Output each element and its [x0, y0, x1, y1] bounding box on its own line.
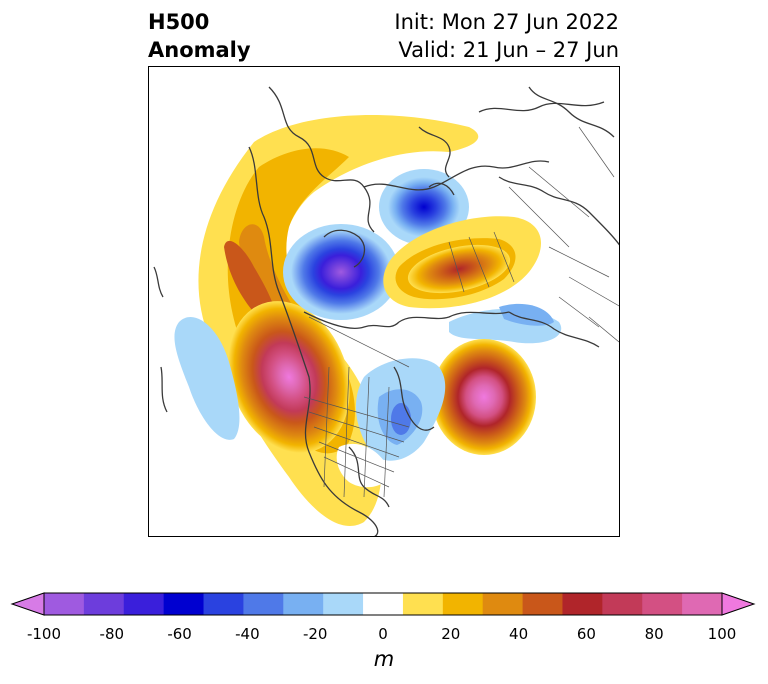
- colorbar-cell: [442, 593, 484, 615]
- coastlines: [153, 86, 619, 536]
- colorbar-tick-label: -80: [99, 625, 125, 643]
- colorbar: [10, 592, 756, 616]
- pacific-weak-low: [174, 316, 240, 440]
- map-dates: Init: Mon 27 Jun 2022 Valid: 21 Jun – 27…: [394, 8, 619, 64]
- colorbar-tick-label: 20: [441, 625, 461, 643]
- colorbar-tick-label: -100: [26, 625, 62, 643]
- colorbar-cell: [402, 593, 444, 615]
- political-borders: [303, 126, 619, 498]
- colorbar-tick-label: 60: [576, 625, 596, 643]
- colorbar-cell: [44, 593, 85, 615]
- colorbar-tick-label: -40: [235, 625, 260, 643]
- colorbar-extend-min: [10, 592, 45, 616]
- valid-range: Valid: 21 Jun – 27 Jun: [398, 38, 619, 62]
- atlantic-high: [432, 339, 536, 455]
- colorbar-cell: [203, 593, 244, 615]
- colorbar-cell: [323, 593, 364, 615]
- colorbar-tick-label: -60: [167, 625, 192, 643]
- eastern-us-low-center: [391, 403, 411, 435]
- colorbar-tick-label: 80: [644, 625, 664, 643]
- colorbar-cell: [602, 593, 643, 615]
- eurasia-high-core: [407, 244, 511, 294]
- north-atlantic-low-core: [499, 303, 554, 326]
- init-date: Init: Mon 27 Jun 2022: [394, 10, 619, 34]
- colorbar-frame: [43, 592, 723, 616]
- colorbar-tick-label: 100: [707, 625, 737, 643]
- map-title: H500 Anomaly: [148, 8, 251, 64]
- colorbar-cell: [123, 593, 165, 615]
- colorbar-cell: [562, 593, 603, 615]
- colorbar-cell: [642, 593, 683, 615]
- title-variable: H500: [148, 10, 210, 34]
- colorbar-cell: [83, 593, 125, 615]
- colorbar-unit: m: [373, 647, 395, 671]
- title-field: Anomaly: [148, 38, 251, 62]
- colorbar-cell: [163, 593, 205, 615]
- colorbar-tick-label: 40: [509, 625, 529, 643]
- colorbar-cell: [363, 593, 404, 615]
- colorbar-cell: [283, 593, 324, 615]
- colorbar-cell: [522, 593, 563, 615]
- anomaly-map-svg: [153, 86, 619, 536]
- anomaly-map: [148, 66, 620, 537]
- arctic-low: [388, 177, 460, 237]
- colorbar-cell: [482, 593, 524, 615]
- canada-low: [291, 230, 391, 314]
- colorbar-cell: [243, 593, 284, 615]
- colorbar-tick-label: 0: [378, 625, 388, 643]
- colorbar-cell: [682, 593, 723, 615]
- colorbar-extend-max: [721, 592, 756, 616]
- colorbar-tick-label: -20: [302, 625, 328, 643]
